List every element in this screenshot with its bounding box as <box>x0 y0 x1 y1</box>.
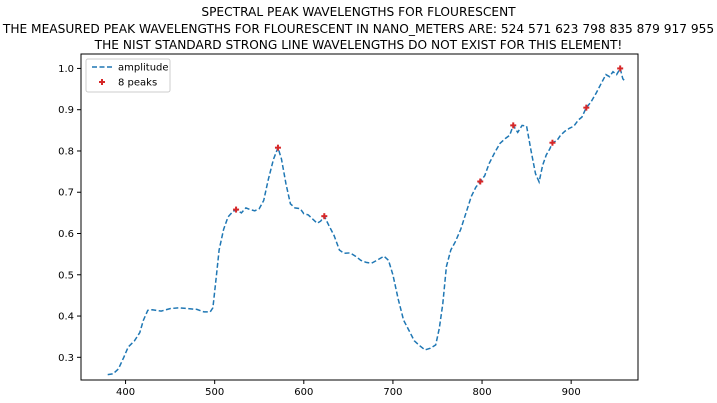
x-tick-label: 400 <box>116 387 135 398</box>
y-tick-label: 0.8 <box>58 146 74 157</box>
series-layer <box>107 65 627 376</box>
y-tick-label: 0.3 <box>58 353 74 364</box>
plot-frame <box>80 53 639 381</box>
y-tick-label: 0.5 <box>58 270 74 281</box>
peak-marker <box>321 213 328 220</box>
y-tick-label: 1.0 <box>58 64 74 75</box>
title-line-3: THE NIST STANDARD STRONG LINE WAVELENGTH… <box>94 38 623 52</box>
y-tick-label: 0.9 <box>58 105 74 116</box>
title-line-2: THE MEASURED PEAK WAVELENGTHS FOR FLOURE… <box>2 21 715 36</box>
peak-marker <box>477 178 484 185</box>
peak-marker <box>233 206 240 213</box>
y-tick-label: 0.4 <box>58 312 74 323</box>
peak-marker <box>583 104 590 111</box>
y-tick-label: 0.7 <box>58 188 74 199</box>
x-axis: 400 500 600 700 800 900 <box>116 380 581 398</box>
peak-marker <box>549 139 556 146</box>
legend-label-amplitude: amplitude <box>118 63 169 74</box>
peak-marker <box>274 144 281 151</box>
y-axis: 0.3 0.4 0.5 0.6 0.7 0.8 0.9 1.0 <box>58 64 81 364</box>
x-tick-label: 700 <box>383 387 402 398</box>
legend-marker-sample <box>99 79 105 85</box>
chart-title: SPECTRAL PEAK WAVELENGTHS FOR FLOURESCEN… <box>0 4 717 54</box>
x-tick-label: 500 <box>205 387 224 398</box>
peak-marker <box>617 65 624 72</box>
legend-label-peaks: 8 peaks <box>118 78 157 89</box>
peak-marker <box>510 122 517 129</box>
x-tick-label: 900 <box>562 387 581 398</box>
series-line-amplitude <box>107 66 627 376</box>
legend: amplitude 8 peaks <box>85 58 171 93</box>
x-tick-label: 800 <box>472 387 491 398</box>
x-tick-label: 600 <box>294 387 313 398</box>
y-tick-label: 0.6 <box>58 229 74 240</box>
title-line-1: SPECTRAL PEAK WAVELENGTHS FOR FLOURESCEN… <box>201 5 516 19</box>
